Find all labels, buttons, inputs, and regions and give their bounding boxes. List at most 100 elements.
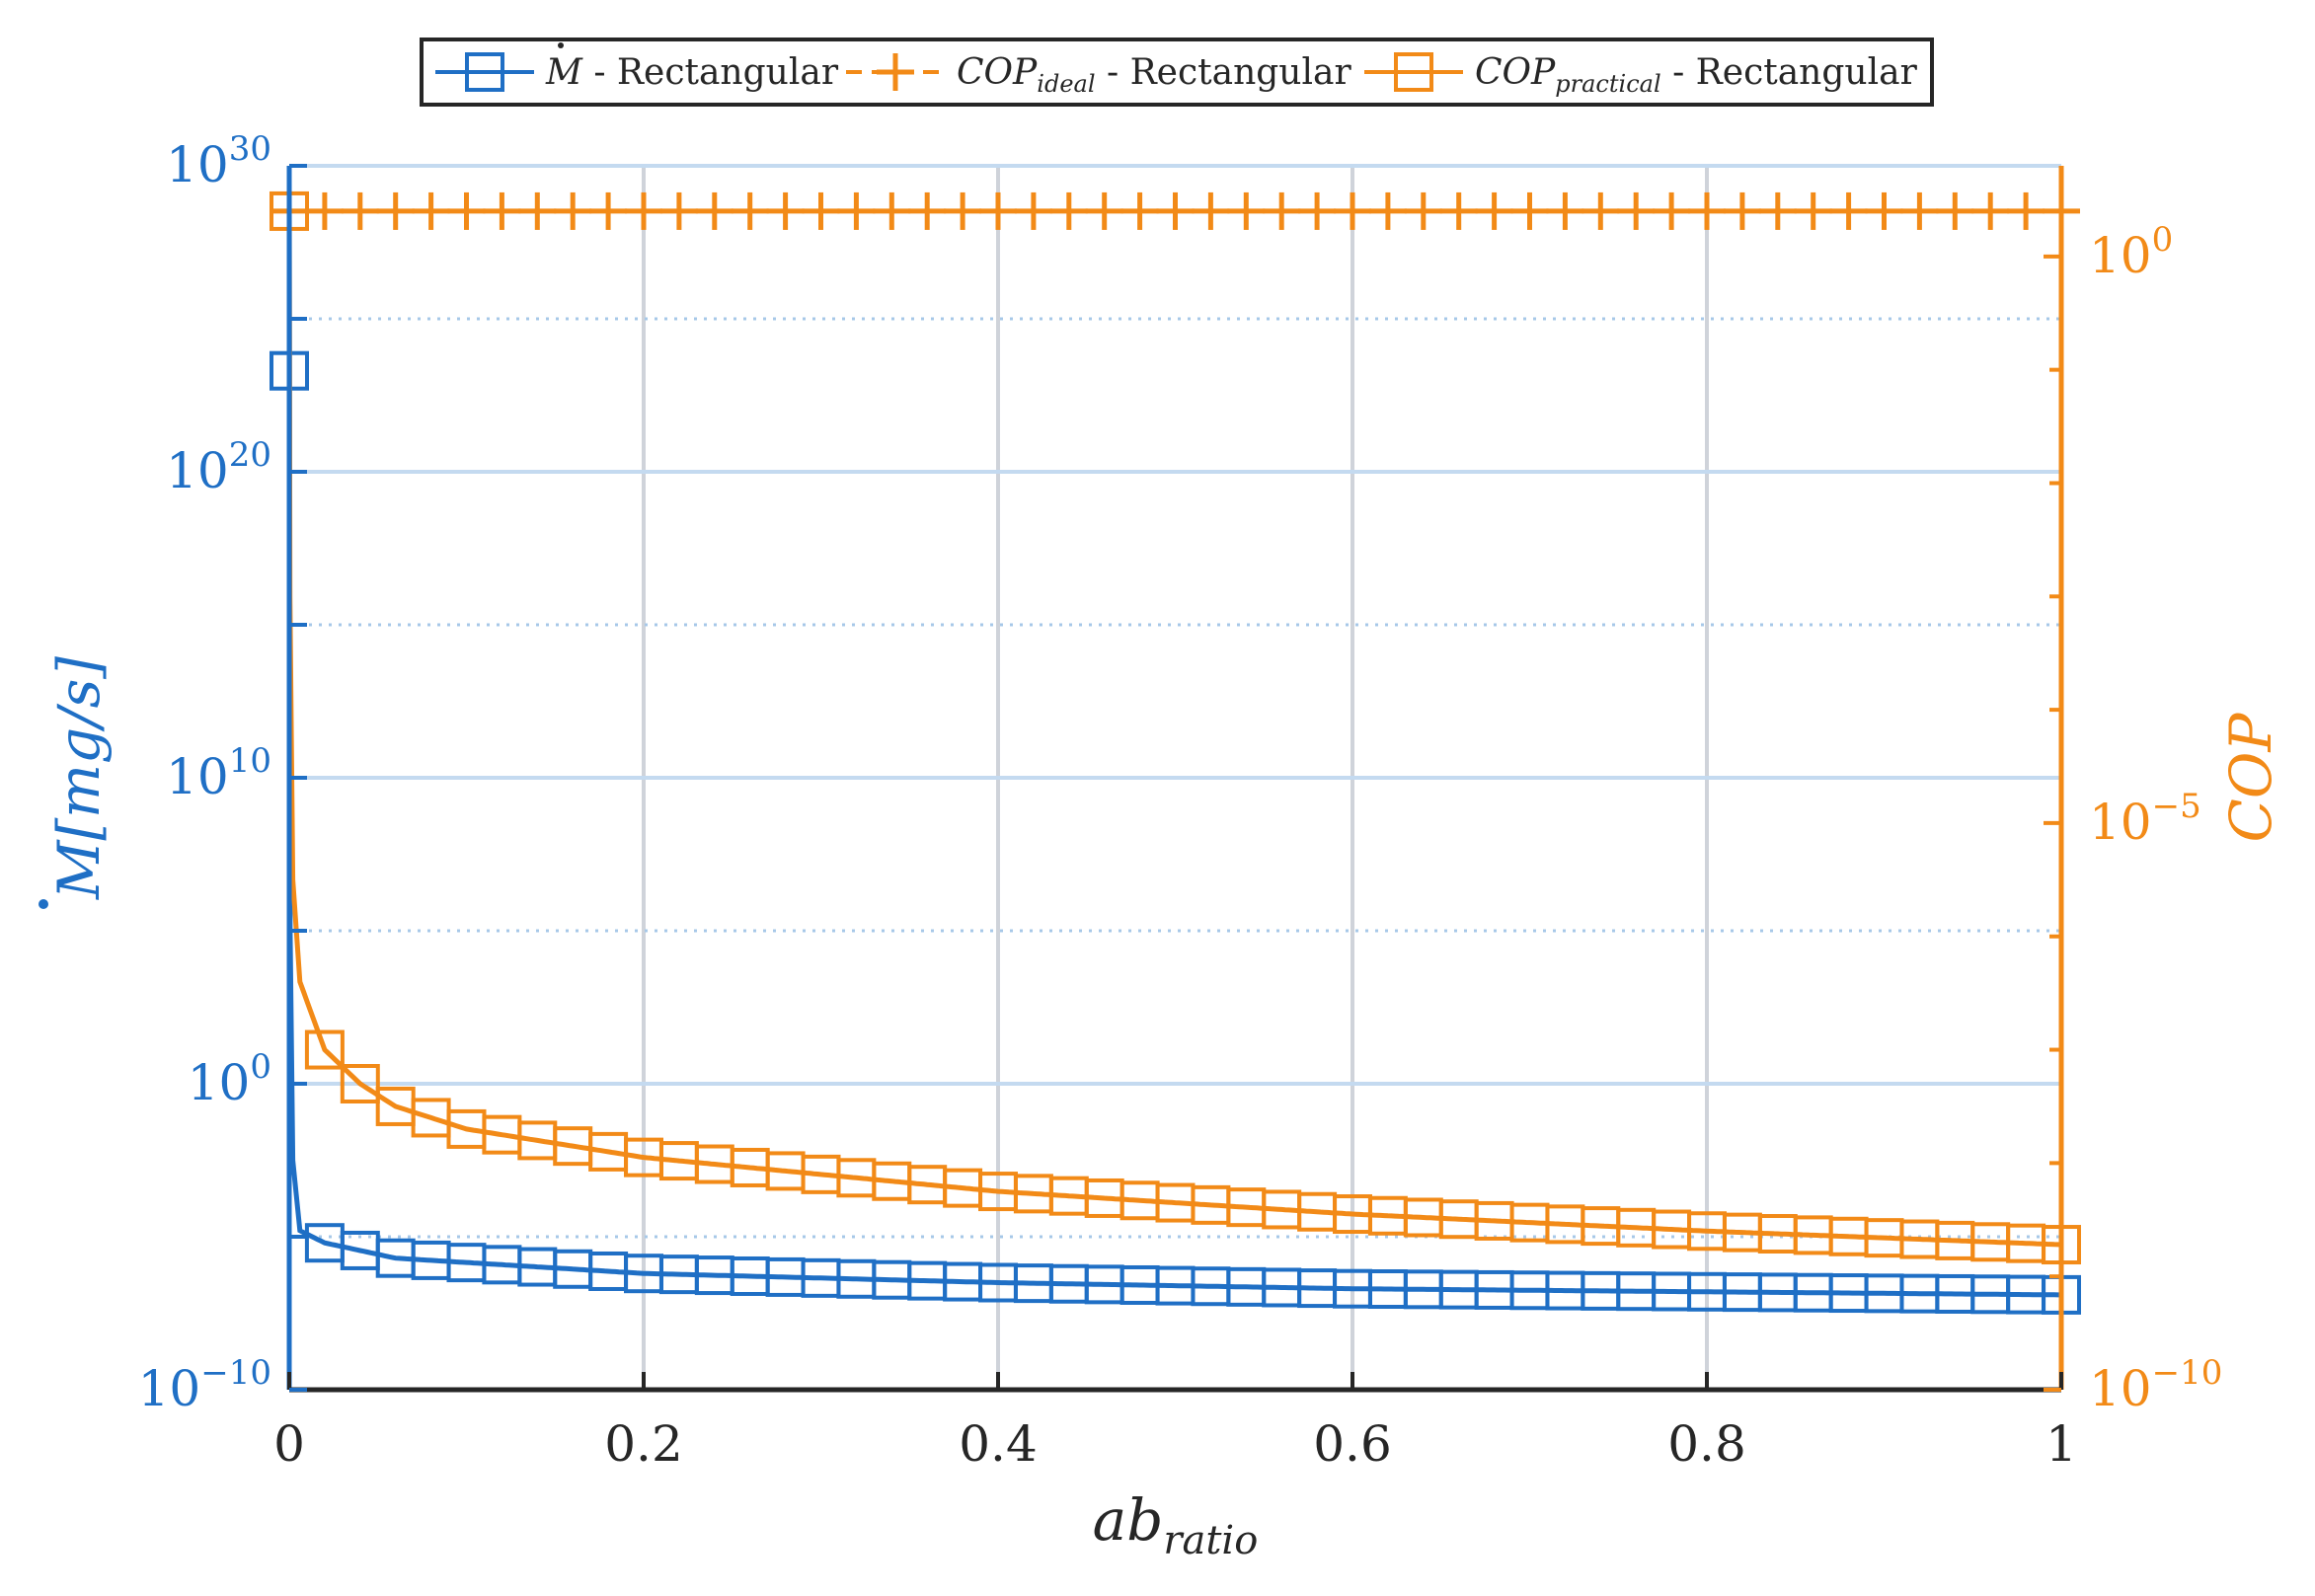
tick-base: 10 bbox=[166, 748, 229, 805]
data-point bbox=[340, 1064, 380, 1103]
y-left-tick-label: 1010 bbox=[166, 741, 271, 805]
tick-base: 10 bbox=[138, 1360, 201, 1417]
legend-entry: M - Rectangular bbox=[435, 42, 839, 93]
legend-entry: COPideal - Rectangular bbox=[846, 52, 1351, 98]
tick-base: 10 bbox=[166, 442, 229, 499]
data-point bbox=[625, 191, 662, 230]
tick-exponent: 10 bbox=[229, 741, 271, 781]
data-point bbox=[1334, 191, 1371, 230]
x-axis-title: abratio bbox=[1093, 1486, 1259, 1563]
data-point bbox=[1014, 191, 1052, 230]
legend-label: COPideal - Rectangular bbox=[957, 52, 1351, 98]
legend-text: - Rectangular bbox=[582, 52, 839, 93]
data-point bbox=[695, 191, 733, 230]
data-point bbox=[305, 191, 344, 230]
tick-exponent: −5 bbox=[2152, 787, 2201, 826]
legend-symbol: COP bbox=[957, 52, 1038, 93]
data-point bbox=[1298, 191, 1337, 230]
data-point bbox=[1758, 191, 1797, 230]
data-point bbox=[1900, 191, 1939, 230]
data-point bbox=[1653, 191, 1691, 230]
data-point bbox=[341, 191, 379, 230]
y-left-tick-label: 1030 bbox=[166, 129, 271, 193]
y-left-title-text: M[mg/s] bbox=[45, 656, 113, 900]
data-point bbox=[1263, 191, 1301, 230]
axes: 0 0.2 0.4 0.6 0.8 110301020101010010−1010010−… bbox=[39, 129, 2284, 1563]
data-point bbox=[1156, 191, 1195, 230]
legend-marker bbox=[877, 53, 914, 91]
data-point bbox=[1794, 191, 1832, 230]
data-point bbox=[1227, 191, 1266, 230]
legend-marker bbox=[1394, 52, 1433, 92]
legend-subscript: ideal bbox=[1037, 70, 1095, 98]
y-left-title: M[mg/s] bbox=[39, 656, 113, 909]
data-point bbox=[518, 191, 557, 230]
grid-lines bbox=[289, 164, 2061, 1392]
data-point bbox=[944, 191, 982, 230]
legend-subscript: practical bbox=[1555, 70, 1660, 98]
series-1 bbox=[270, 191, 2080, 230]
y-right-tick-label: 10−5 bbox=[2089, 787, 2201, 851]
tick-exponent: 30 bbox=[229, 129, 271, 169]
data-point bbox=[1049, 191, 1088, 230]
data-point bbox=[908, 191, 947, 230]
data-point bbox=[1192, 191, 1230, 230]
legend-text: - Rectangular bbox=[1096, 52, 1352, 93]
y-right-tick-label: 100 bbox=[2089, 220, 2173, 284]
legend-label: COPpractical - Rectangular bbox=[1475, 52, 1918, 98]
data-point bbox=[1936, 191, 1974, 230]
y-left-tick-label: 1020 bbox=[166, 435, 271, 499]
data-point bbox=[589, 191, 628, 230]
data-point bbox=[1368, 191, 1407, 230]
tick-exponent: −10 bbox=[200, 1353, 271, 1393]
y-left-tick-label: 10−10 bbox=[138, 1353, 271, 1417]
tick-base: 10 bbox=[2089, 1360, 2152, 1417]
legend-symbol: M bbox=[545, 52, 583, 93]
data-point bbox=[1439, 191, 1478, 230]
tick-base: 10 bbox=[2089, 794, 2152, 851]
x-tick-label: 0 bbox=[273, 1415, 305, 1473]
tick-exponent: 20 bbox=[229, 435, 271, 475]
series-2 bbox=[270, 190, 2081, 1265]
data-point bbox=[1085, 191, 1123, 230]
data-point bbox=[731, 191, 769, 230]
x-tick-label: 0.2 bbox=[604, 1415, 683, 1473]
legend-marker bbox=[465, 52, 504, 92]
data-point bbox=[1582, 191, 1620, 230]
y-left-title-dot bbox=[39, 899, 48, 909]
legend-entry: COPpractical - Rectangular bbox=[1364, 52, 1918, 98]
x-tick-label: 0.6 bbox=[1313, 1415, 1392, 1473]
data-point bbox=[979, 191, 1017, 230]
data-point bbox=[1971, 191, 2010, 230]
tick-base: 10 bbox=[166, 136, 229, 193]
x-axis-title-main: ab bbox=[1093, 1486, 1164, 1554]
data-point bbox=[873, 191, 911, 230]
data-point bbox=[802, 191, 840, 230]
data-point bbox=[766, 191, 805, 230]
legend-symbol: COP bbox=[1475, 52, 1556, 93]
legend: M - Rectangular COPideal - Rectangular COP… bbox=[420, 38, 1934, 107]
legend-text: - Rectangular bbox=[1661, 52, 1918, 93]
x-tick-label: 1 bbox=[2045, 1415, 2077, 1473]
data-point bbox=[1829, 191, 1868, 230]
y-left-title-symbol: M bbox=[45, 839, 113, 900]
y-left-title-unit: [mg/s] bbox=[45, 656, 113, 841]
data-point bbox=[1475, 191, 1513, 230]
tick-exponent: 0 bbox=[2152, 220, 2174, 260]
data-point bbox=[1688, 191, 1726, 230]
data-point bbox=[412, 191, 450, 230]
tick-exponent: −10 bbox=[2152, 1353, 2223, 1393]
data-point bbox=[1546, 191, 1584, 230]
legend-dot bbox=[558, 42, 564, 48]
data-point bbox=[376, 191, 415, 230]
y-right-title: COP bbox=[2217, 713, 2284, 843]
data-point bbox=[1865, 191, 1903, 230]
data-point bbox=[554, 191, 592, 230]
x-tick-label: 0.8 bbox=[1667, 1415, 1746, 1473]
y-left-tick-label: 100 bbox=[188, 1047, 271, 1111]
legend-label: M - Rectangular bbox=[545, 52, 839, 93]
series-0 bbox=[270, 181, 2081, 1315]
tick-base: 10 bbox=[188, 1054, 251, 1111]
